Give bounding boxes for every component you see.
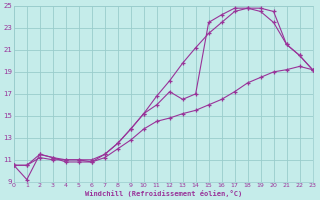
X-axis label: Windchill (Refroidissement éolien,°C): Windchill (Refroidissement éolien,°C) (84, 190, 242, 197)
